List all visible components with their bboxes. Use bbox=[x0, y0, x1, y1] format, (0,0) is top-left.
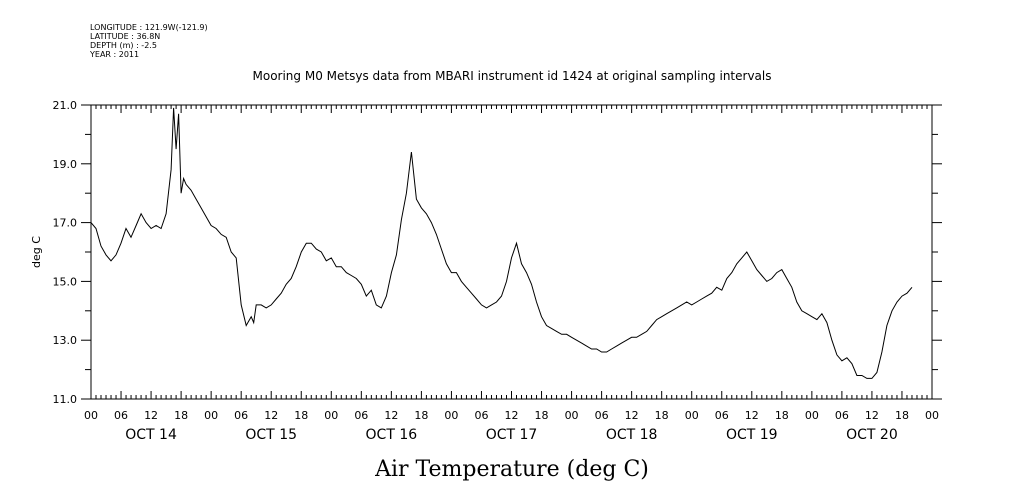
x-tick-label: 06 bbox=[595, 409, 609, 422]
day-label: OCT 14 bbox=[125, 427, 177, 443]
x-tick-label: 18 bbox=[775, 409, 789, 422]
day-label: OCT 19 bbox=[726, 427, 778, 443]
x-tick-label: 06 bbox=[474, 409, 488, 422]
x-tick-label: 12 bbox=[264, 409, 278, 422]
x-tick-label: 00 bbox=[324, 409, 338, 422]
x-tick-label: 06 bbox=[354, 409, 368, 422]
x-tick-label: 00 bbox=[204, 409, 218, 422]
y-tick-label: 15.0 bbox=[53, 275, 78, 288]
chart-title: Mooring M0 Metsys data from MBARI instru… bbox=[253, 69, 772, 83]
x-tick-label: 00 bbox=[565, 409, 579, 422]
x-tick-label: 12 bbox=[505, 409, 519, 422]
y-axis-label: deg C bbox=[30, 236, 43, 268]
y-tick-label: 11.0 bbox=[53, 393, 78, 406]
x-tick-label: 06 bbox=[114, 409, 128, 422]
x-tick-label: 18 bbox=[535, 409, 549, 422]
x-axis-label: Air Temperature (deg C) bbox=[374, 457, 649, 482]
y-tick-labels: 11.0 13.0 15.0 17.0 19.0 21.0 bbox=[53, 99, 78, 406]
latitude-label: LATITUDE : 36.8N bbox=[90, 32, 160, 41]
y-tick-label: 13.0 bbox=[53, 334, 78, 347]
x-tick-label: 00 bbox=[805, 409, 819, 422]
x-tick-label: 00 bbox=[685, 409, 699, 422]
x-tick-label: 18 bbox=[895, 409, 909, 422]
day-label: OCT 20 bbox=[846, 427, 898, 443]
x-tick-label: 18 bbox=[414, 409, 428, 422]
y-tick-label: 17.0 bbox=[53, 217, 78, 230]
x-tick-label: 06 bbox=[234, 409, 248, 422]
x-tick-label: 00 bbox=[925, 409, 939, 422]
x-tick-label: 00 bbox=[84, 409, 98, 422]
x-tick-label: 12 bbox=[144, 409, 158, 422]
x-tick-label: 12 bbox=[865, 409, 879, 422]
day-label: OCT 16 bbox=[366, 427, 418, 443]
y-tick-label: 19.0 bbox=[53, 158, 78, 171]
x-tick-label: 12 bbox=[745, 409, 759, 422]
day-labels: OCT 14 OCT 15 OCT 16 OCT 17 OCT 18 OCT 19 OCT … bbox=[125, 427, 897, 443]
x-tick-label: 12 bbox=[625, 409, 639, 422]
y-tick-label: 21.0 bbox=[53, 99, 78, 112]
x-tick-labels: 00 06 12 18 00 06 12 18 00 06 12 18 00 06 12 18 00 06 12 18… bbox=[84, 409, 939, 422]
x-tick-label: 06 bbox=[715, 409, 729, 422]
year-label: YEAR : 2011 bbox=[89, 50, 139, 59]
depth-label: DEPTH (m) : -2.5 bbox=[90, 41, 157, 50]
series-line-air-temperature bbox=[90, 107, 913, 379]
day-label: OCT 15 bbox=[245, 427, 297, 443]
x-tick-label: 18 bbox=[294, 409, 308, 422]
x-tick-label: 18 bbox=[174, 409, 188, 422]
x-tick-label: 12 bbox=[384, 409, 398, 422]
x-tick-label: 18 bbox=[655, 409, 669, 422]
day-label: OCT 18 bbox=[606, 427, 658, 443]
longitude-label: LONGITUDE : 121.9W(-121.9) bbox=[90, 23, 208, 32]
x-tick-label: 00 bbox=[444, 409, 458, 422]
plot-frame bbox=[90, 104, 933, 400]
tick-marks bbox=[81, 104, 942, 400]
x-tick-label: 06 bbox=[835, 409, 849, 422]
day-label: OCT 17 bbox=[486, 427, 538, 443]
